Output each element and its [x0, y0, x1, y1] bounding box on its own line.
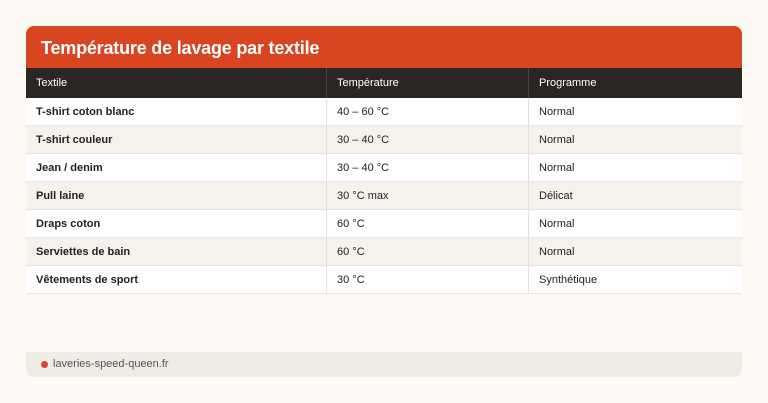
- cell-textile: Pull laine: [26, 181, 327, 210]
- table-row: T-shirt couleur 30 – 40 °C Normal: [26, 125, 742, 154]
- table-header-row: Textile Température Programme: [26, 68, 742, 98]
- table-title: Température de lavage par textile: [26, 26, 742, 68]
- cell-temperature: 30 – 40 °C: [326, 125, 529, 154]
- cell-temperature: 30 – 40 °C: [326, 153, 529, 182]
- column-header-programme: Programme: [528, 68, 742, 98]
- cell-programme: Normal: [528, 237, 742, 266]
- cell-textile: Serviettes de bain: [26, 237, 327, 266]
- table-row: Jean / denim 30 – 40 °C Normal: [26, 153, 742, 182]
- wash-temperature-table: Textile Température Programme T-shirt co…: [26, 68, 742, 294]
- cell-temperature: 60 °C: [326, 237, 529, 266]
- cell-textile: T-shirt couleur: [26, 125, 327, 154]
- bullet-dot-icon: [41, 361, 48, 368]
- cell-textile: Vêtements de sport: [26, 265, 327, 294]
- table-row: Pull laine 30 °C max Délicat: [26, 181, 742, 210]
- column-header-textile: Textile: [26, 68, 327, 98]
- column-header-temperature: Température: [326, 68, 529, 98]
- cell-temperature: 30 °C: [326, 265, 529, 294]
- cell-programme: Normal: [528, 153, 742, 182]
- table-card: Température de lavage par textile Textil…: [26, 26, 742, 294]
- cell-temperature: 60 °C: [326, 209, 529, 238]
- table-row: Vêtements de sport 30 °C Synthétique: [26, 265, 742, 294]
- cell-programme: Normal: [528, 125, 742, 154]
- table-row: T-shirt coton blanc 40 – 60 °C Normal: [26, 98, 742, 126]
- cell-programme: Synthétique: [528, 265, 742, 294]
- cell-temperature: 30 °C max: [326, 181, 529, 210]
- table-row: Draps coton 60 °C Normal: [26, 209, 742, 238]
- source-label: laveries-speed-queen.fr: [53, 358, 169, 370]
- cell-textile: T-shirt coton blanc: [26, 98, 327, 126]
- cell-temperature: 40 – 60 °C: [326, 98, 529, 126]
- footer: laveries-speed-queen.fr: [26, 352, 742, 377]
- cell-programme: Normal: [528, 98, 742, 126]
- table-row: Serviettes de bain 60 °C Normal: [26, 237, 742, 266]
- cell-textile: Draps coton: [26, 209, 327, 238]
- cell-programme: Délicat: [528, 181, 742, 210]
- cell-textile: Jean / denim: [26, 153, 327, 182]
- cell-programme: Normal: [528, 209, 742, 238]
